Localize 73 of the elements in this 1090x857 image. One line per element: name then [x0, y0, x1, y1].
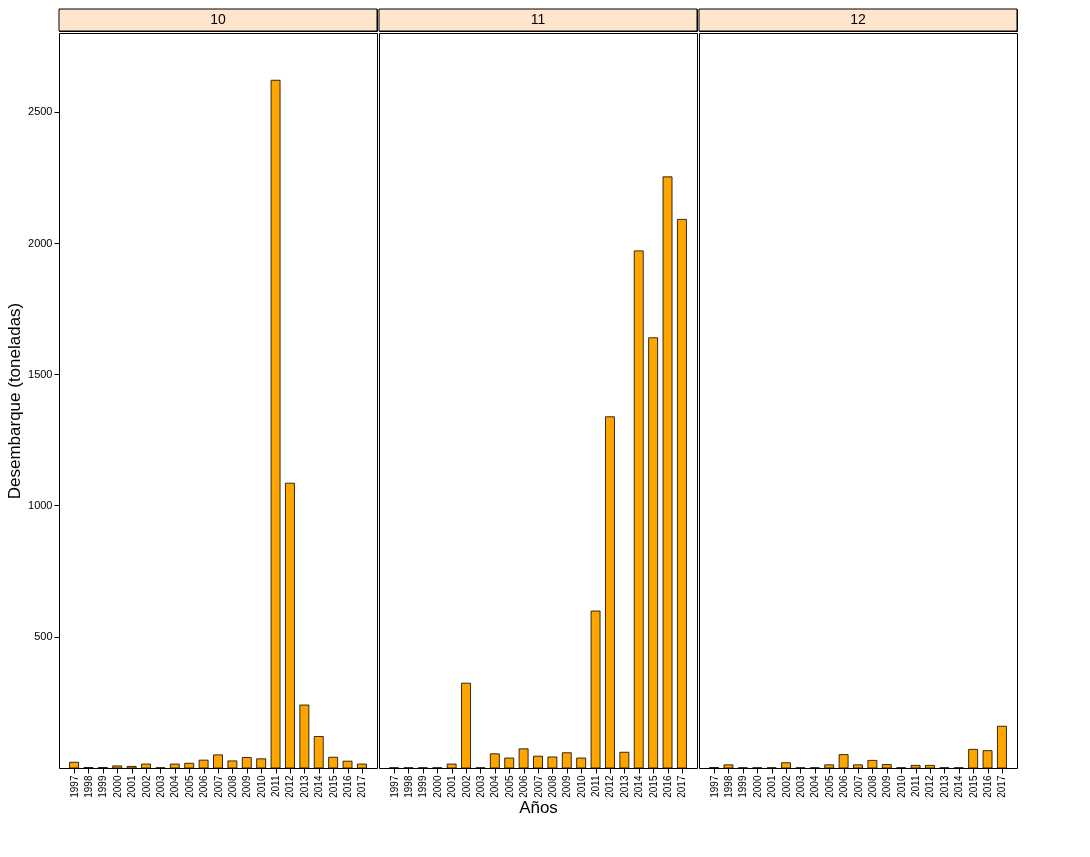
x-tick-label: 2014 [953, 775, 965, 798]
x-tick-label: 2002 [460, 775, 472, 798]
x-tick-label: 2006 [198, 775, 210, 798]
x-tick-label: 2000 [111, 775, 123, 798]
x-tick-label: 2008 [546, 775, 558, 798]
y-tick-label: 1500 [28, 367, 53, 380]
x-tick-label: 2000 [751, 775, 763, 798]
x-tick-label: 2016 [342, 775, 354, 798]
x-tick-label: 1998 [82, 775, 94, 798]
x-tick-label: 2010 [575, 775, 587, 798]
x-tick-label: 2008 [226, 775, 238, 798]
x-tick-label: 2011 [910, 775, 922, 798]
x-tick-label: 1999 [97, 775, 109, 798]
y-tick-label: 2500 [28, 105, 53, 118]
x-tick-label: 2014 [633, 775, 645, 798]
x-tick-label: 2009 [241, 775, 253, 798]
y-axis-title: Desembarque (toneladas) [5, 302, 25, 500]
x-tick-label: 2012 [924, 775, 936, 798]
x-tick-label: 2015 [967, 775, 979, 798]
x-tick-label: 2012 [284, 775, 296, 798]
x-tick-label: 1998 [402, 775, 414, 798]
x-tick-label: 2005 [183, 775, 195, 798]
x-tick-label: 1998 [722, 775, 734, 798]
x-tick-label: 2007 [212, 775, 224, 798]
x-tick-label: 1997 [388, 775, 400, 798]
y-tick-label: 2000 [28, 236, 53, 249]
x-tick-label: 1999 [417, 775, 429, 798]
y-tick-label: 500 [34, 630, 53, 643]
x-tick-label: 2002 [140, 775, 152, 798]
y-tick-label: 1000 [28, 499, 53, 511]
x-tick-label: 2009 [881, 775, 893, 798]
x-tick-label: 1997 [708, 775, 720, 798]
x-tick-label: 2003 [794, 775, 806, 798]
x-tick-label: 1997 [68, 775, 80, 798]
x-tick-label: 2015 [647, 775, 659, 798]
x-tick-label: 2013 [618, 775, 630, 798]
chart-title: 11 [530, 11, 546, 27]
x-tick-label: 2010 [255, 775, 267, 798]
x-tick-label: 2016 [662, 775, 674, 798]
x-tick-label: 2004 [809, 775, 821, 798]
x-tick-label: 2017 [356, 775, 368, 798]
x-tick-label: 2011 [270, 775, 282, 798]
x-tick-label: 2015 [327, 775, 339, 798]
x-tick-label: 2000 [431, 775, 443, 798]
x-tick-label: 2004 [169, 775, 181, 798]
x-axis-title: Años [519, 797, 558, 817]
x-tick-label: 1999 [737, 775, 749, 798]
x-tick-label: 2007 [532, 775, 544, 798]
x-tick-label: 2017 [996, 775, 1008, 798]
x-tick-label: 2003 [474, 775, 486, 798]
x-tick-label: 2011 [590, 775, 602, 798]
x-tick-label: 2016 [982, 775, 994, 798]
x-tick-label: 2002 [780, 775, 792, 798]
x-tick-label: 2001 [766, 775, 778, 798]
x-tick-label: 2010 [895, 775, 907, 798]
chart-title: 12 [850, 11, 866, 27]
x-tick-label: 2012 [604, 775, 616, 798]
x-tick-label: 2001 [446, 775, 458, 798]
x-tick-label: 2007 [852, 775, 864, 798]
x-tick-label: 2005 [823, 775, 835, 798]
x-tick-label: 2005 [503, 775, 515, 798]
x-tick-label: 2006 [518, 775, 530, 798]
x-tick-label: 2017 [676, 775, 688, 798]
x-tick-label: 2001 [126, 775, 138, 798]
x-tick-label: 2004 [489, 775, 501, 798]
x-tick-label: 2009 [561, 775, 573, 798]
x-tick-label: 2014 [313, 775, 325, 798]
chart-title: 10 [210, 11, 226, 27]
x-tick-label: 2013 [298, 775, 310, 798]
x-tick-label: 2006 [838, 775, 850, 798]
x-tick-label: 2003 [154, 775, 166, 798]
x-tick-label: 2013 [938, 775, 950, 798]
x-tick-label: 2008 [866, 775, 878, 798]
